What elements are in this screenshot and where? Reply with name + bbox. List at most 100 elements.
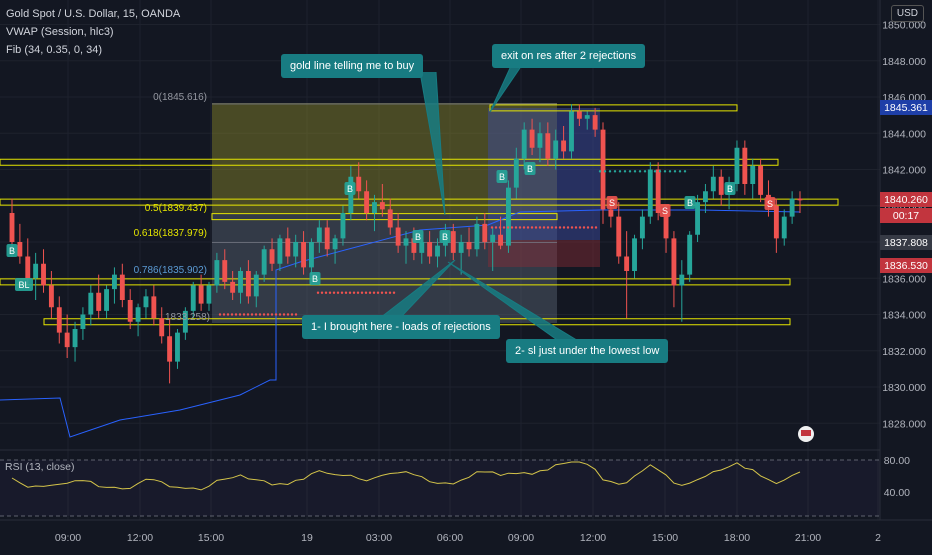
vwap-legend[interactable]: VWAP (Session, hlc3)	[6, 26, 114, 38]
stop-dot	[381, 292, 383, 294]
stop-dot	[259, 313, 261, 315]
signal-text: B	[347, 184, 353, 194]
stop-dot	[539, 226, 541, 228]
candle-body	[601, 130, 606, 210]
candle-body	[538, 133, 543, 148]
callout-gold-line: gold line telling me to buy	[281, 54, 423, 78]
candle-body	[735, 148, 740, 184]
candle-body	[65, 333, 70, 348]
signal-text: B	[312, 274, 318, 284]
symbol-title: Gold Spot / U.S. Dollar, 15, OANDA	[6, 8, 180, 20]
candle-body	[301, 242, 306, 267]
candle-body	[128, 300, 133, 322]
stop-dot	[223, 313, 225, 315]
currency-button[interactable]: USD	[891, 5, 924, 22]
candle-body	[624, 257, 629, 272]
stop-dot	[559, 226, 561, 228]
candle-body	[136, 307, 141, 322]
stop-dot	[271, 313, 273, 315]
candle-body	[144, 296, 149, 307]
candle-body	[285, 238, 290, 256]
candle-body	[73, 329, 78, 347]
candle-body	[214, 260, 219, 285]
trail-dot	[639, 170, 641, 172]
time-tick: 18:00	[724, 532, 750, 544]
candle-body	[467, 242, 472, 249]
stop-dot	[353, 292, 355, 294]
trail-dot	[599, 170, 601, 172]
trail-dot	[664, 170, 666, 172]
stop-dot	[547, 226, 549, 228]
signal-text: S	[662, 206, 668, 216]
fib-label-0: 0(1845.616)	[153, 92, 207, 103]
stop-dot	[287, 313, 289, 315]
stop-dot	[325, 292, 327, 294]
fib-legend[interactable]: Fib (34, 0.35, 0, 34)	[6, 44, 102, 56]
candle-body	[25, 257, 30, 279]
stop-dot	[583, 226, 585, 228]
stop-dot	[377, 292, 379, 294]
candle-body	[451, 231, 456, 253]
price-tick: 1834.000	[882, 310, 926, 322]
candle-body	[33, 264, 38, 279]
candle-body	[490, 235, 495, 242]
candle-body	[57, 307, 62, 332]
candle-body	[364, 191, 369, 213]
stop-dot	[251, 313, 253, 315]
stop-dot	[507, 226, 509, 228]
candle-body	[530, 130, 535, 148]
callout-sl: 2- sl just under the lowest low	[506, 339, 668, 363]
candle-body	[254, 275, 259, 297]
trail-dot	[659, 170, 661, 172]
stop-dot	[389, 292, 391, 294]
candle-body	[695, 202, 700, 235]
stop-dot	[263, 313, 265, 315]
candle-body	[17, 242, 22, 257]
trail-dot	[679, 170, 681, 172]
candle-body	[341, 213, 346, 238]
candle-body	[167, 336, 172, 361]
candle-body	[608, 209, 613, 216]
stop-dot	[341, 292, 343, 294]
price-tick: 1832.000	[882, 346, 926, 358]
candle-body	[758, 166, 763, 195]
candle-body	[41, 264, 46, 286]
candle-body	[151, 296, 156, 318]
stop-dot	[563, 226, 565, 228]
stop-dot	[543, 226, 545, 228]
stop-dot	[587, 226, 589, 228]
candle-body	[482, 224, 487, 242]
trade-loss-zone	[488, 240, 600, 267]
stop-dot	[283, 313, 285, 315]
price-tick: 1844.000	[882, 128, 926, 140]
candle-body	[671, 238, 676, 285]
rsi-legend: RSI (13, close)	[5, 461, 74, 473]
time-tick: 19	[301, 532, 313, 544]
trail-dot	[619, 170, 621, 172]
stop-dot	[535, 226, 537, 228]
stop-dot	[219, 313, 221, 315]
stop-dot	[369, 292, 371, 294]
candle-body	[419, 242, 424, 253]
fib-label-05: 0.5(1839.437)	[145, 203, 207, 214]
candle-body	[191, 286, 196, 311]
callout-exit: exit on res after 2 rejections	[492, 44, 645, 68]
signal-text: B	[499, 172, 505, 182]
trail-dot	[669, 170, 671, 172]
candle-body	[514, 159, 519, 188]
stop-dot	[511, 226, 513, 228]
candle-body	[648, 170, 653, 217]
stop-dot	[317, 292, 319, 294]
signal-text: S	[609, 198, 615, 208]
price-tick: 1842.000	[882, 165, 926, 177]
price-label: 1836.530	[884, 260, 928, 272]
price-label: 1837.808	[884, 237, 928, 249]
candle-body	[10, 213, 15, 242]
candle-body	[427, 242, 432, 257]
trail-dot	[624, 170, 626, 172]
trail-dot	[614, 170, 616, 172]
trail-dot	[654, 170, 656, 172]
candle-body	[80, 315, 85, 330]
